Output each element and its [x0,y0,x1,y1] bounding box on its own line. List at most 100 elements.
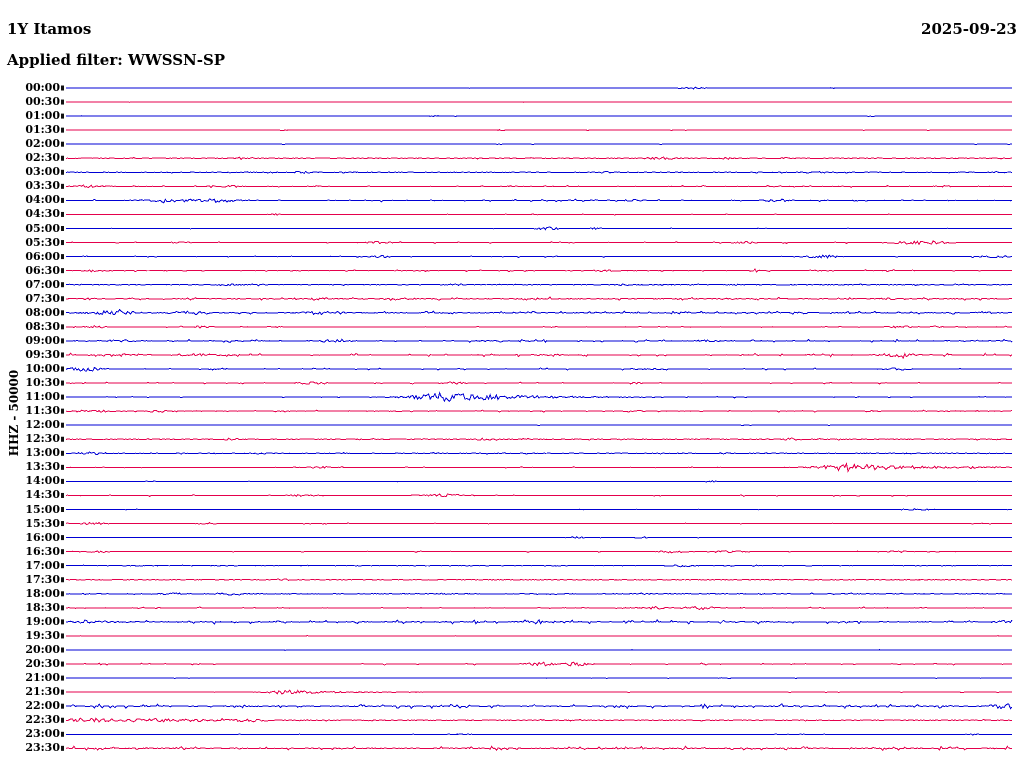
time-label-0430: 04:30 [25,207,60,221]
row-tick-mark [61,254,64,260]
time-label-0400: 04:00 [25,193,60,207]
seismic-trace [65,451,1013,456]
row-tick-mark [61,240,64,246]
seismic-trace [65,437,1013,441]
seismic-trace [65,296,1013,302]
row-tick-mark [61,689,64,695]
seismic-trace [65,213,1012,216]
time-label-0530: 05:30 [25,235,60,249]
page-title: 1Y Itamos [7,20,92,38]
row-tick-mark [61,647,64,653]
seismic-trace [65,115,1012,118]
row-tick-mark [61,703,64,709]
row-tick-mark [61,408,64,414]
time-label-1030: 10:30 [25,376,60,390]
row-tick-mark [61,661,64,667]
time-label-1900: 19:00 [25,614,60,628]
row-tick-mark [61,113,64,119]
seismic-trace [65,366,1013,372]
time-label-0500: 05:00 [25,221,60,235]
time-label-2030: 20:30 [25,657,60,671]
seismic-trace [65,409,1013,413]
seismic-trace [65,480,1013,483]
time-label-0000: 00:00 [25,81,60,94]
row-tick-mark [61,296,64,302]
seismic-trace [65,618,1013,625]
row-tick-mark [61,183,64,189]
time-label-1730: 17:30 [25,572,60,586]
seismic-trace [65,661,1013,667]
seismic-trace [65,391,1013,403]
seismic-trace [65,283,1013,287]
seismic-trace [65,745,1013,752]
date-label: 2025-09-23 [921,20,1017,38]
row-tick-mark [61,507,64,512]
seismic-trace [65,564,1013,568]
seismic-trace [65,508,1013,511]
row-tick-mark [61,394,64,400]
seismic-trace [65,689,1013,695]
seismic-trace [65,240,1013,246]
row-tick-mark [61,549,64,555]
row-tick-mark [61,464,64,470]
seismic-trace [65,325,1013,329]
time-label-1930: 19:30 [25,628,60,642]
time-label-1330: 13:30 [25,460,60,474]
seismic-trace [65,592,1013,596]
row-tick-mark [61,478,64,484]
seismic-trace [65,86,1013,90]
row-tick-mark [61,310,64,316]
seismic-trace [65,703,1013,710]
row-tick-mark [61,127,64,133]
time-label-0600: 06:00 [25,249,60,263]
row-tick-mark [61,675,64,681]
seismic-trace [65,198,1013,204]
seismic-trace [65,424,1013,427]
time-label-2330: 23:30 [25,741,60,755]
seismic-trace [65,338,1013,344]
row-tick-mark [61,338,64,344]
row-tick-mark [61,577,64,583]
time-label-1200: 12:00 [25,418,60,432]
time-label-1300: 13:00 [25,446,60,460]
time-label-2130: 21:30 [25,685,60,699]
row-tick-mark [61,436,64,442]
seismic-trace [65,170,1013,174]
seismic-trace [65,156,1013,161]
time-label-0730: 07:30 [25,291,60,305]
seismic-trace [65,268,1013,273]
time-label-0630: 06:30 [25,263,60,277]
time-label-0700: 07:00 [25,277,60,291]
time-label-1100: 11:00 [25,390,60,404]
row-tick-mark [61,717,64,723]
seismic-trace [66,143,1013,146]
seismic-trace [65,308,1013,316]
seismic-trace [65,635,1013,637]
row-tick-mark [61,745,64,751]
seismic-trace [65,254,1013,259]
seismic-trace [65,733,1013,736]
seismic-trace [65,649,1013,651]
row-tick-mark [61,492,64,498]
row-tick-mark [61,450,64,456]
seismic-trace [65,461,1013,474]
time-label-1400: 14:00 [25,474,60,488]
row-tick-mark [61,197,64,203]
seismic-trace [66,677,1013,680]
time-label-1430: 14:30 [25,488,60,502]
time-label-0330: 03:30 [25,179,60,193]
row-tick-mark [61,85,64,91]
row-tick-mark [61,422,64,428]
time-label-0930: 09:30 [25,347,60,361]
time-label-1500: 15:00 [25,502,60,516]
seismic-trace [65,493,1013,498]
time-label-1230: 12:30 [25,432,60,446]
row-tick-mark [61,99,64,105]
seismic-trace [65,521,1013,526]
row-tick-mark [61,155,64,161]
row-tick-mark [61,605,64,611]
seismic-trace [65,129,1013,132]
seismic-trace [65,717,1012,723]
time-label-column: 00:00 00:30 01:00 01:30 02:00 02:30 03:00 03:30… [0,78,60,768]
